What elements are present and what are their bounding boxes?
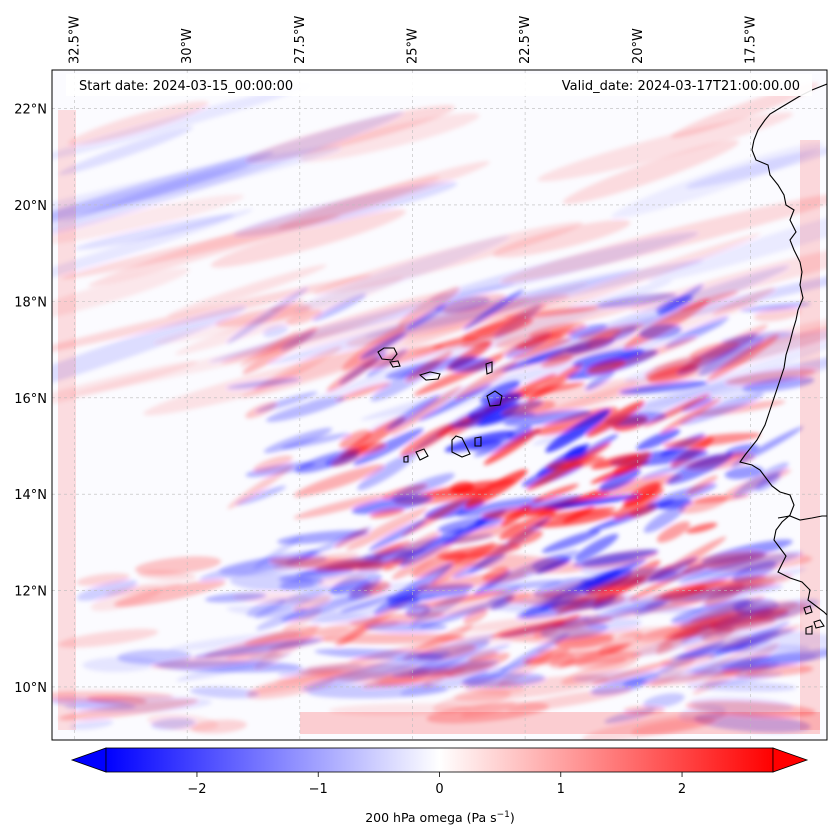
cape-verde-santo-antao xyxy=(377,347,398,361)
header-band xyxy=(66,74,812,96)
cape-verde-santiago xyxy=(451,435,471,458)
lon-tick-label: 22.5°W xyxy=(518,16,533,64)
bissagos-islands xyxy=(803,605,825,635)
west-boundary-band xyxy=(58,110,76,730)
map-panel: Start date: 2024-03-15_00:00:00 Valid_da… xyxy=(51,69,828,741)
lon-tick-label: 17.5°W xyxy=(743,16,758,64)
lat-tick-label: 12°N xyxy=(14,585,47,600)
start-date-text: Start date: 2024-03-15_00:00:00 xyxy=(79,79,293,94)
coastlines xyxy=(377,83,827,635)
cape-verde-sal xyxy=(485,361,493,375)
cape-verde-maio xyxy=(474,436,482,447)
lat-tick-label: 22°N xyxy=(14,103,47,118)
map-frame xyxy=(51,69,828,741)
colorbar: −2 −1 0 1 2 200 hPa omega (Pa s−1) xyxy=(70,747,809,825)
africa-coastline xyxy=(739,83,827,616)
cape-verde-fogo xyxy=(415,448,429,461)
cape-verde-brava xyxy=(403,455,409,463)
cape-verde-sao-vicente xyxy=(389,360,401,368)
cape-verde-boa-vista xyxy=(486,390,503,407)
colorbar-label: 200 hPa omega (Pa s−1) xyxy=(365,810,515,825)
colorbar-tick-label: 1 xyxy=(557,782,565,797)
lon-tick-label: 32.5°W xyxy=(68,16,83,64)
colorbar-tick-label: −1 xyxy=(309,782,328,797)
longitude-labels: 32.5°W 30°W 27.5°W 25°W 22.5°W 20°W 17.5°W xyxy=(68,16,759,64)
lat-tick-label: 16°N xyxy=(14,392,47,407)
colorbar-ticks: −2 −1 0 1 2 xyxy=(187,772,686,797)
colorbar-tick-label: 2 xyxy=(678,782,686,797)
colorbar-extend-low xyxy=(70,747,107,773)
colorbar-tick-label: 0 xyxy=(435,782,443,797)
lon-tick-label: 27.5°W xyxy=(293,16,308,64)
colorbar-tick-label: −2 xyxy=(187,782,206,797)
lon-tick-label: 30°W xyxy=(180,28,195,64)
east-boundary-band xyxy=(800,140,820,730)
latitude-labels: 10°N 12°N 14°N 16°N 18°N 20°N 22°N xyxy=(14,103,47,696)
lat-tick-label: 10°N xyxy=(14,681,47,696)
lat-tick-label: 20°N xyxy=(14,199,47,214)
colorbar-extend-high xyxy=(772,747,809,773)
cape-verde-sao-nicolau xyxy=(418,371,441,381)
omega-field xyxy=(52,82,827,740)
lat-tick-label: 18°N xyxy=(14,295,47,310)
gridlines xyxy=(52,70,827,740)
lon-tick-label: 25°W xyxy=(405,28,420,64)
south-boundary-band xyxy=(300,712,820,734)
valid-date-text: Valid_date: 2024-03-17T21:00:00.00 xyxy=(562,79,800,94)
lat-tick-label: 14°N xyxy=(14,488,47,503)
colorbar-gradient xyxy=(105,747,774,773)
lon-tick-label: 20°W xyxy=(631,28,646,64)
senegal-inlet xyxy=(777,515,827,521)
